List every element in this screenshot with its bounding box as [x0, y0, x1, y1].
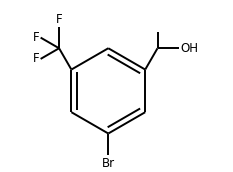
Text: F: F: [33, 31, 39, 44]
Text: F: F: [33, 52, 39, 65]
Text: OH: OH: [180, 42, 198, 55]
Text: F: F: [56, 13, 62, 26]
Text: Br: Br: [102, 157, 115, 170]
